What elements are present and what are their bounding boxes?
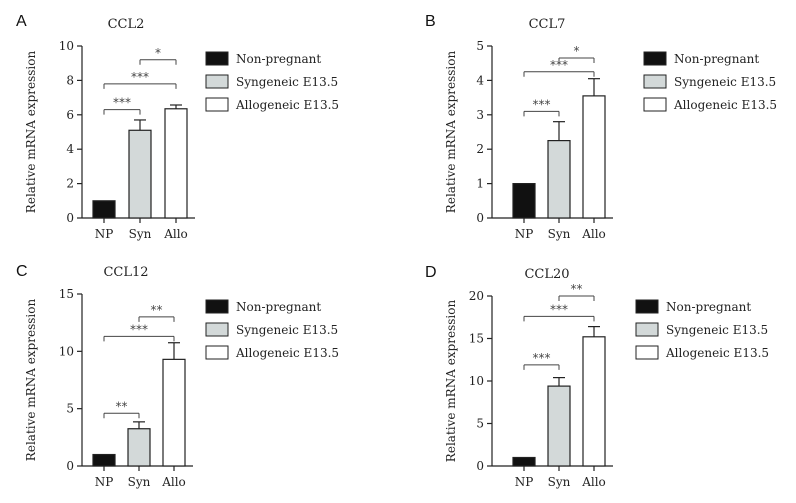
y-tick-label: 2: [476, 142, 484, 156]
y-tick-label: 4: [66, 142, 74, 156]
significance-label: ***: [550, 58, 568, 72]
x-tick-label-np: NP: [95, 227, 114, 241]
y-tick-label: 3: [476, 108, 484, 122]
legend-label: Allogeneic E13.5: [673, 98, 777, 112]
bar-allo: [164, 108, 188, 219]
x-tick-label-allo: Allo: [161, 475, 186, 489]
chart-title: CCL2: [108, 17, 145, 32]
y-tick-label: 8: [66, 73, 74, 87]
legend-swatch-syn: [635, 322, 659, 337]
legend-label: Non-pregnant: [236, 52, 321, 66]
legend-label: Syngeneic E13.5: [674, 75, 776, 89]
y-tick-label: 0: [66, 211, 74, 225]
panel-c: C CCL12 Relative mRNA expression 0 5 10 15 NP Sy…: [16, 263, 339, 489]
legend-swatch-np: [205, 51, 229, 66]
significance-label: ***: [533, 351, 551, 365]
significance-label: *: [574, 44, 580, 58]
y-tick-label: 5: [476, 39, 484, 53]
x-tick-label-allo: Allo: [581, 227, 606, 241]
legend-swatch-allo: [635, 345, 659, 360]
bar-allo: [582, 336, 606, 467]
x-tick-label-np: NP: [95, 475, 114, 489]
significance-label: **: [116, 399, 128, 413]
significance-label: **: [571, 282, 583, 296]
bar-syn: [547, 140, 571, 219]
chart-title: CCL20: [524, 267, 569, 282]
legend-label: Allogeneic E13.5: [235, 346, 339, 360]
legend-swatch-syn: [643, 74, 667, 89]
x-tick-label-syn: Syn: [128, 475, 151, 489]
legend-swatch-syn: [205, 322, 229, 337]
bar-np: [92, 200, 116, 219]
bar-syn: [127, 428, 151, 467]
x-tick-label-np: NP: [515, 475, 534, 489]
chart-title: CCL12: [103, 265, 148, 280]
y-tick-label: 1: [476, 177, 484, 191]
panel-letter: B: [425, 13, 436, 30]
significance-label: ***: [130, 322, 148, 336]
bar-np: [92, 453, 116, 467]
bar-np: [512, 183, 536, 219]
y-tick-label: 20: [469, 289, 484, 303]
y-tick-label: 10: [59, 344, 74, 358]
significance-label: ***: [533, 97, 551, 111]
significance-label: ***: [113, 96, 131, 110]
panel-b: B CCL7 Relative mRNA expression 0 1 2 3 4 5 NP Syn…: [425, 13, 777, 241]
y-axis-label: Relative mRNA expression: [444, 51, 458, 214]
panel-letter: C: [16, 263, 28, 280]
legend-label: Allogeneic E13.5: [665, 346, 769, 360]
panel-letter: D: [425, 264, 437, 281]
x-tick-label-allo: Allo: [163, 227, 188, 241]
legend-swatch-allo: [205, 345, 229, 360]
y-tick-label: 5: [476, 417, 484, 431]
legend-label: Non-pregnant: [674, 52, 759, 66]
y-tick-label: 15: [59, 287, 74, 301]
panel-d: D CCL20 Relative mRNA expression 0 5 10 15 20 NP…: [425, 264, 769, 489]
panel-letter: A: [16, 13, 27, 30]
legend-label: Non-pregnant: [236, 300, 321, 314]
x-tick-label-allo: Allo: [581, 475, 606, 489]
significance-label: **: [151, 303, 163, 317]
bar-syn: [128, 129, 152, 219]
bar-allo: [582, 95, 606, 219]
y-tick-label: 10: [469, 374, 484, 388]
y-tick-label: 4: [476, 73, 484, 87]
legend-swatch-np: [643, 51, 667, 66]
legend-label: Non-pregnant: [666, 300, 751, 314]
y-axis-label: Relative mRNA expression: [24, 299, 38, 462]
y-axis-label: Relative mRNA expression: [444, 300, 458, 463]
legend-swatch-syn: [205, 74, 229, 89]
bar-np: [512, 456, 536, 467]
y-axis-label: Relative mRNA expression: [24, 51, 38, 214]
bar-syn: [547, 385, 571, 467]
y-tick-label: 6: [66, 108, 74, 122]
y-tick-label: 0: [66, 459, 74, 473]
y-tick-label: 15: [469, 332, 484, 346]
panel-a: A CCL2 Relative mRNA expression 0 2 4 6 8 10 NP Sy…: [16, 13, 339, 241]
chart-title: CCL7: [529, 17, 566, 32]
x-tick-label-syn: Syn: [548, 227, 571, 241]
y-tick-label: 2: [66, 177, 74, 191]
legend-label: Syngeneic E13.5: [236, 75, 338, 89]
y-tick-label: 5: [66, 402, 74, 416]
legend-label: Allogeneic E13.5: [235, 98, 339, 112]
x-tick-label-np: NP: [515, 227, 534, 241]
legend-swatch-allo: [205, 97, 229, 112]
x-tick-label-syn: Syn: [129, 227, 152, 241]
legend-swatch-np: [635, 299, 659, 314]
x-tick-label-syn: Syn: [548, 475, 571, 489]
y-tick-label: 0: [476, 459, 484, 473]
significance-label: ***: [131, 70, 149, 84]
bar-allo: [162, 358, 186, 467]
legend-label: Syngeneic E13.5: [236, 323, 338, 337]
legend-swatch-allo: [643, 97, 667, 112]
significance-label: ***: [550, 302, 568, 316]
significance-label: *: [155, 46, 161, 60]
legend-swatch-np: [205, 299, 229, 314]
y-tick-label: 0: [476, 211, 484, 225]
legend-label: Syngeneic E13.5: [666, 323, 768, 337]
y-tick-label: 10: [59, 39, 74, 53]
